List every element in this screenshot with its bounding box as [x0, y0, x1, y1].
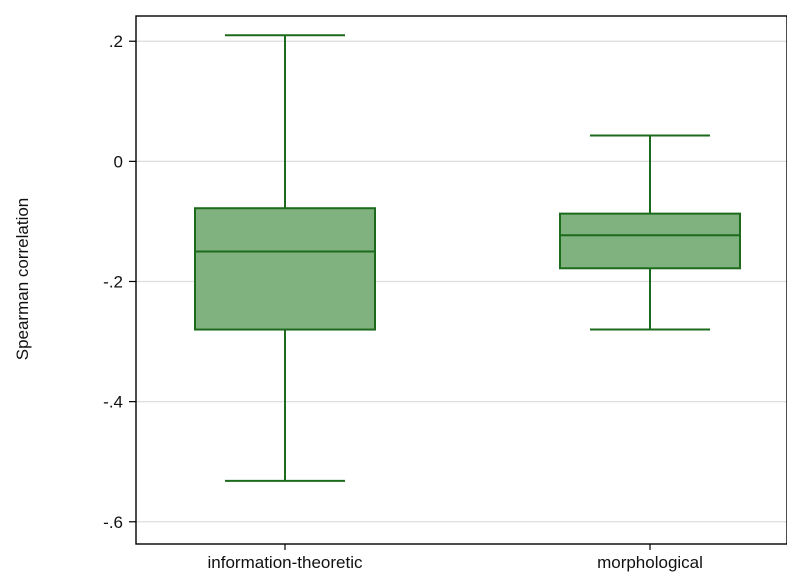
y-tick-label: 0 — [114, 152, 123, 171]
plot-frame — [135, 15, 787, 545]
boxes — [194, 34, 741, 482]
y-tick-label: -.6 — [103, 513, 123, 532]
x-tick-label: morphological — [597, 553, 703, 572]
iqr-box — [559, 212, 741, 270]
axes — [129, 15, 787, 550]
box-1 — [194, 34, 376, 482]
y-tick-label: .2 — [109, 32, 123, 51]
y-tick-label: -.2 — [103, 273, 123, 292]
y-axis-title: Spearman correlation — [13, 198, 32, 361]
x-tick-label: information-theoretic — [208, 553, 363, 572]
box-2 — [559, 134, 741, 331]
y-tick-label: -.4 — [103, 393, 123, 412]
labels: .2 0 -.2 -.4 -.6 information-theoretic morphol… — [103, 32, 703, 572]
iqr-box — [194, 207, 376, 331]
